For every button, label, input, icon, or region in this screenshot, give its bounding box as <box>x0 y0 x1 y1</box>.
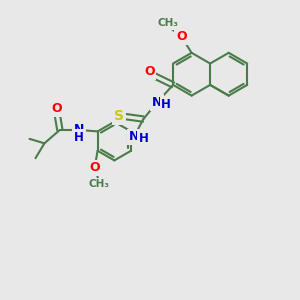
Text: O: O <box>89 161 100 175</box>
Text: CH₃: CH₃ <box>88 179 110 189</box>
Text: N: N <box>152 96 162 109</box>
Text: O: O <box>176 30 187 43</box>
Text: H: H <box>74 131 84 144</box>
Text: H: H <box>138 132 148 145</box>
Text: O: O <box>52 102 62 115</box>
Text: CH₃: CH₃ <box>157 18 178 28</box>
Text: S: S <box>114 109 124 123</box>
Text: H: H <box>161 98 171 111</box>
Text: N: N <box>74 123 84 136</box>
Text: N: N <box>129 130 139 143</box>
Text: O: O <box>144 65 154 78</box>
